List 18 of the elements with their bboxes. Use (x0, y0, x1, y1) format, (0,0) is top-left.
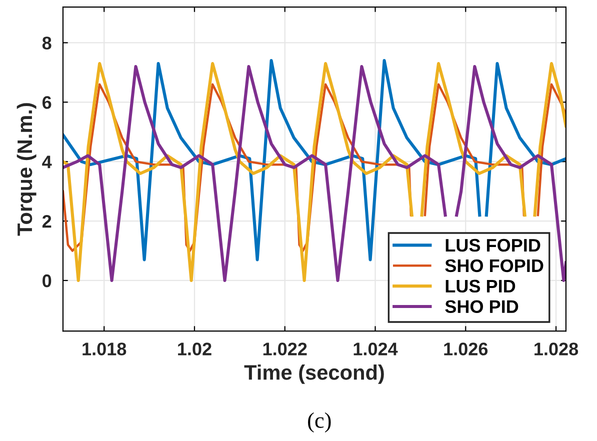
x-tick-label: 1.026 (444, 342, 488, 356)
legend-label: LUS PID (446, 280, 516, 293)
y-tick-label: 2 (42, 214, 52, 228)
legend-label: LUS FOPID (446, 238, 540, 252)
y-tick-label: 4 (42, 156, 52, 168)
x-axis-title: Time (second) (244, 364, 384, 384)
legend-label: SHO PID (445, 300, 518, 313)
x-tick-label: 1.022 (263, 342, 307, 356)
y-tick-label: 8 (42, 36, 52, 50)
y-tick-label: 0 (42, 274, 52, 288)
y-axis-title: Torque (N.m.) (16, 103, 36, 236)
x-tick-label: 1.018 (82, 342, 126, 356)
x-tick-label: 1.028 (534, 342, 578, 356)
x-tick-label: 1.024 (354, 342, 398, 356)
text: (c) (308, 412, 331, 433)
legend-label: SHO FOPID (445, 259, 544, 272)
y-tick-label: 6 (42, 96, 52, 109)
x-tick-label: 1.02 (178, 342, 212, 356)
